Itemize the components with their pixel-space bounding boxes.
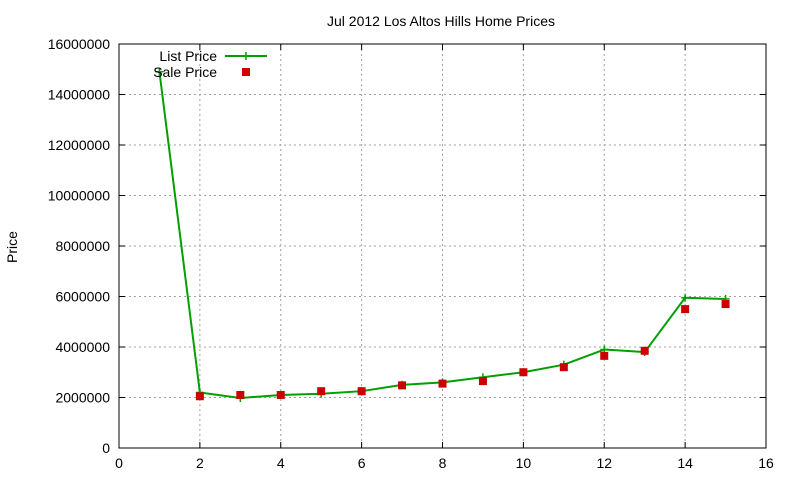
sale-price-point	[317, 387, 326, 396]
sale-price-point	[478, 377, 487, 386]
y-tick-label: 2000000	[55, 390, 110, 406]
x-tick-label: 14	[677, 455, 693, 471]
legend-label-list-price: List Price	[159, 48, 217, 64]
x-tick-label: 6	[358, 455, 366, 471]
x-tick-label: 8	[439, 455, 447, 471]
sale-price-point	[438, 379, 447, 388]
sale-price-point	[357, 387, 366, 396]
list-price-point	[681, 293, 690, 302]
y-tick-label: 14000000	[48, 87, 111, 103]
sale-price-point	[398, 381, 407, 390]
y-tick-label: 6000000	[55, 289, 110, 305]
series-layer	[155, 67, 730, 403]
sale-price-point	[276, 390, 285, 399]
sale-price-point	[236, 390, 245, 399]
y-tick-label: 4000000	[55, 339, 110, 355]
list-price-point	[155, 67, 164, 76]
chart-title: Jul 2012 Los Altos Hills Home Prices	[327, 13, 555, 29]
sale-price-point	[640, 346, 649, 355]
x-tick-label: 10	[516, 455, 532, 471]
x-tick-label: 2	[196, 455, 204, 471]
sale-price-point	[559, 363, 568, 372]
legend-marker-sale-price	[242, 68, 250, 76]
sale-price-point	[195, 392, 204, 401]
y-axis-label: Price	[4, 231, 20, 263]
sale-price-point	[681, 305, 690, 314]
x-tick-label: 4	[277, 455, 285, 471]
legend-marker-list-price	[242, 52, 250, 60]
y-tick-label: 16000000	[48, 36, 111, 52]
sale-price-point	[519, 368, 528, 377]
y-tick-label: 12000000	[48, 137, 111, 153]
x-tick-label: 12	[596, 455, 612, 471]
y-tick-label: 0	[102, 440, 110, 456]
sale-price-point	[721, 300, 730, 309]
x-tick-label: 16	[758, 455, 774, 471]
legend-label-sale-price: Sale Price	[153, 64, 217, 80]
sale-price-point	[600, 351, 609, 360]
y-tick-label: 10000000	[48, 188, 111, 204]
x-tick-label: 0	[115, 455, 123, 471]
axis-ticks: 0 2 4 6 8 10 12 14 16 0 2000000 4000000 6000000 80000…	[48, 36, 774, 471]
y-tick-label: 8000000	[55, 238, 110, 254]
